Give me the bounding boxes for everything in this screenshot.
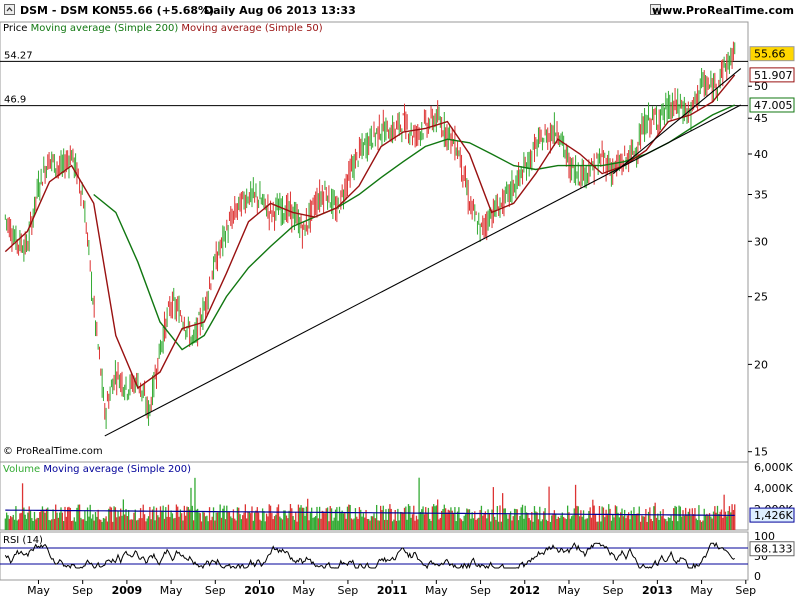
x-tick-label: May [690, 584, 713, 597]
y-tick-label: 40 [754, 148, 768, 161]
legend-volume: Volume [3, 464, 41, 475]
price-panel-frame [0, 21, 749, 463]
x-tick-label: Sep [205, 584, 226, 597]
legend-ma50: Moving average (Simple 50) [181, 23, 323, 34]
volume-tick-label: 4,000K [754, 482, 793, 495]
volume-ma-badge: 1,426K [754, 509, 793, 522]
ma50-line [4, 74, 736, 390]
x-tick-label: 2010 [244, 584, 275, 597]
rsi-panel-frame [0, 531, 749, 581]
x-tick-label: May [292, 584, 315, 597]
x-tick-label: May [425, 584, 448, 597]
volume-ma-line [5, 509, 735, 516]
instrument-title: DSM - DSM KON [20, 4, 119, 17]
x-tick-label: May [160, 584, 183, 597]
price-change: 55.66 (+5.68%) [118, 4, 215, 17]
x-tick-label: 2012 [509, 584, 540, 597]
minimize-icon[interactable] [650, 4, 661, 15]
rsi-tick-label: 100 [754, 530, 775, 543]
x-tick-label: 2013 [642, 584, 673, 597]
horizontal-level-label: 46.9 [4, 95, 26, 106]
volume-tick-label: 6,000K [754, 461, 793, 474]
trendline [104, 104, 741, 437]
price-badge: 55.66 [754, 48, 786, 61]
y-tick-label: 20 [754, 358, 768, 371]
x-tick-label: Sep [470, 584, 491, 597]
x-tick-label: Sep [735, 584, 756, 597]
price-legend: Price Moving average (Simple 200) Moving… [3, 23, 323, 34]
rsi-legend: RSI (14) [3, 535, 43, 546]
rsi-tick-label: 0 [754, 570, 761, 583]
expand-icon[interactable] [4, 4, 15, 15]
y-tick-label: 25 [754, 291, 768, 304]
y-tick-label: 50 [754, 80, 768, 93]
volume-legend: Volume Moving average (Simple 200) [3, 464, 191, 475]
ma50-badge-box [749, 67, 795, 83]
site-url[interactable]: www.ProRealTime.com [651, 4, 794, 17]
x-tick-label: 2009 [112, 584, 143, 597]
x-tick-label: Sep [338, 584, 359, 597]
legend-volume-ma: Moving average (Simple 200) [43, 464, 192, 475]
chart-header: DSM - DSM KON 55.66 (+5.68%) Daily Aug 0… [0, 0, 800, 22]
ma200-badge-box [749, 97, 795, 113]
x-tick-label: 2011 [377, 584, 408, 597]
rsi-line [4, 541, 735, 570]
copyright: © ProRealTime.com [3, 446, 103, 457]
y-tick-label: 15 [754, 446, 768, 459]
volume-bars [4, 477, 736, 530]
rsi-badge-box [749, 541, 795, 557]
ma200-badge: 47.005 [754, 99, 793, 112]
trendline [612, 68, 742, 174]
ma200-line [93, 104, 735, 351]
x-tick-label: Sep [72, 584, 93, 597]
y-tick-label: 30 [754, 235, 768, 248]
x-tick-label: May [558, 584, 581, 597]
x-tick-label: May [27, 584, 50, 597]
ma50-badge: 51.907 [754, 69, 793, 82]
rsi-badge: 68.133 [754, 543, 793, 556]
y-tick-label: 35 [754, 189, 768, 202]
volume-ma-badge-box [749, 507, 795, 523]
legend-price: Price [3, 23, 28, 34]
price-bars [4, 41, 736, 430]
legend-ma200: Moving average (Simple 200) [30, 23, 179, 34]
x-tick-label: Sep [603, 584, 624, 597]
y-tick-label: 45 [754, 112, 768, 125]
legend-rsi: RSI (14) [3, 535, 43, 546]
price-badge-box [749, 46, 795, 62]
horizontal-level-label: 54.27 [4, 50, 33, 61]
period-date: Daily Aug 06 2013 13:33 [204, 4, 356, 17]
